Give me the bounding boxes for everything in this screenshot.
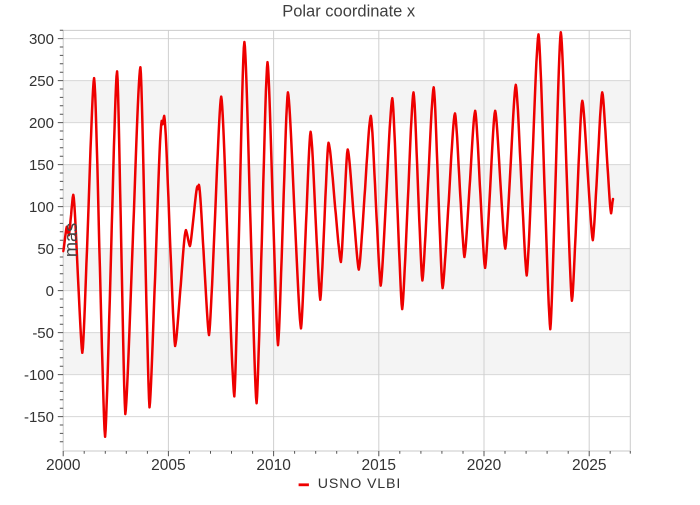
svg-text:-50: -50 <box>32 325 54 342</box>
svg-text:0: 0 <box>46 283 54 300</box>
svg-text:50: 50 <box>37 241 54 258</box>
svg-text:-100: -100 <box>24 367 54 384</box>
svg-text:100: 100 <box>29 199 54 216</box>
svg-text:200: 200 <box>29 115 54 132</box>
svg-text:2000: 2000 <box>46 457 81 474</box>
svg-text:300: 300 <box>29 31 54 48</box>
svg-text:-150: -150 <box>24 409 54 426</box>
svg-text:2025: 2025 <box>572 457 606 474</box>
svg-text:2015: 2015 <box>362 457 396 474</box>
svg-text:150: 150 <box>29 157 54 174</box>
svg-text:2020: 2020 <box>467 457 502 474</box>
svg-text:250: 250 <box>29 73 54 90</box>
svg-text:Polar coordinate x: Polar coordinate x <box>282 3 416 21</box>
svg-text:2005: 2005 <box>151 457 185 474</box>
svg-text:2010: 2010 <box>256 457 291 474</box>
svg-text:USNO VLBI: USNO VLBI <box>318 476 401 492</box>
svg-text:mas: mas <box>61 223 81 257</box>
